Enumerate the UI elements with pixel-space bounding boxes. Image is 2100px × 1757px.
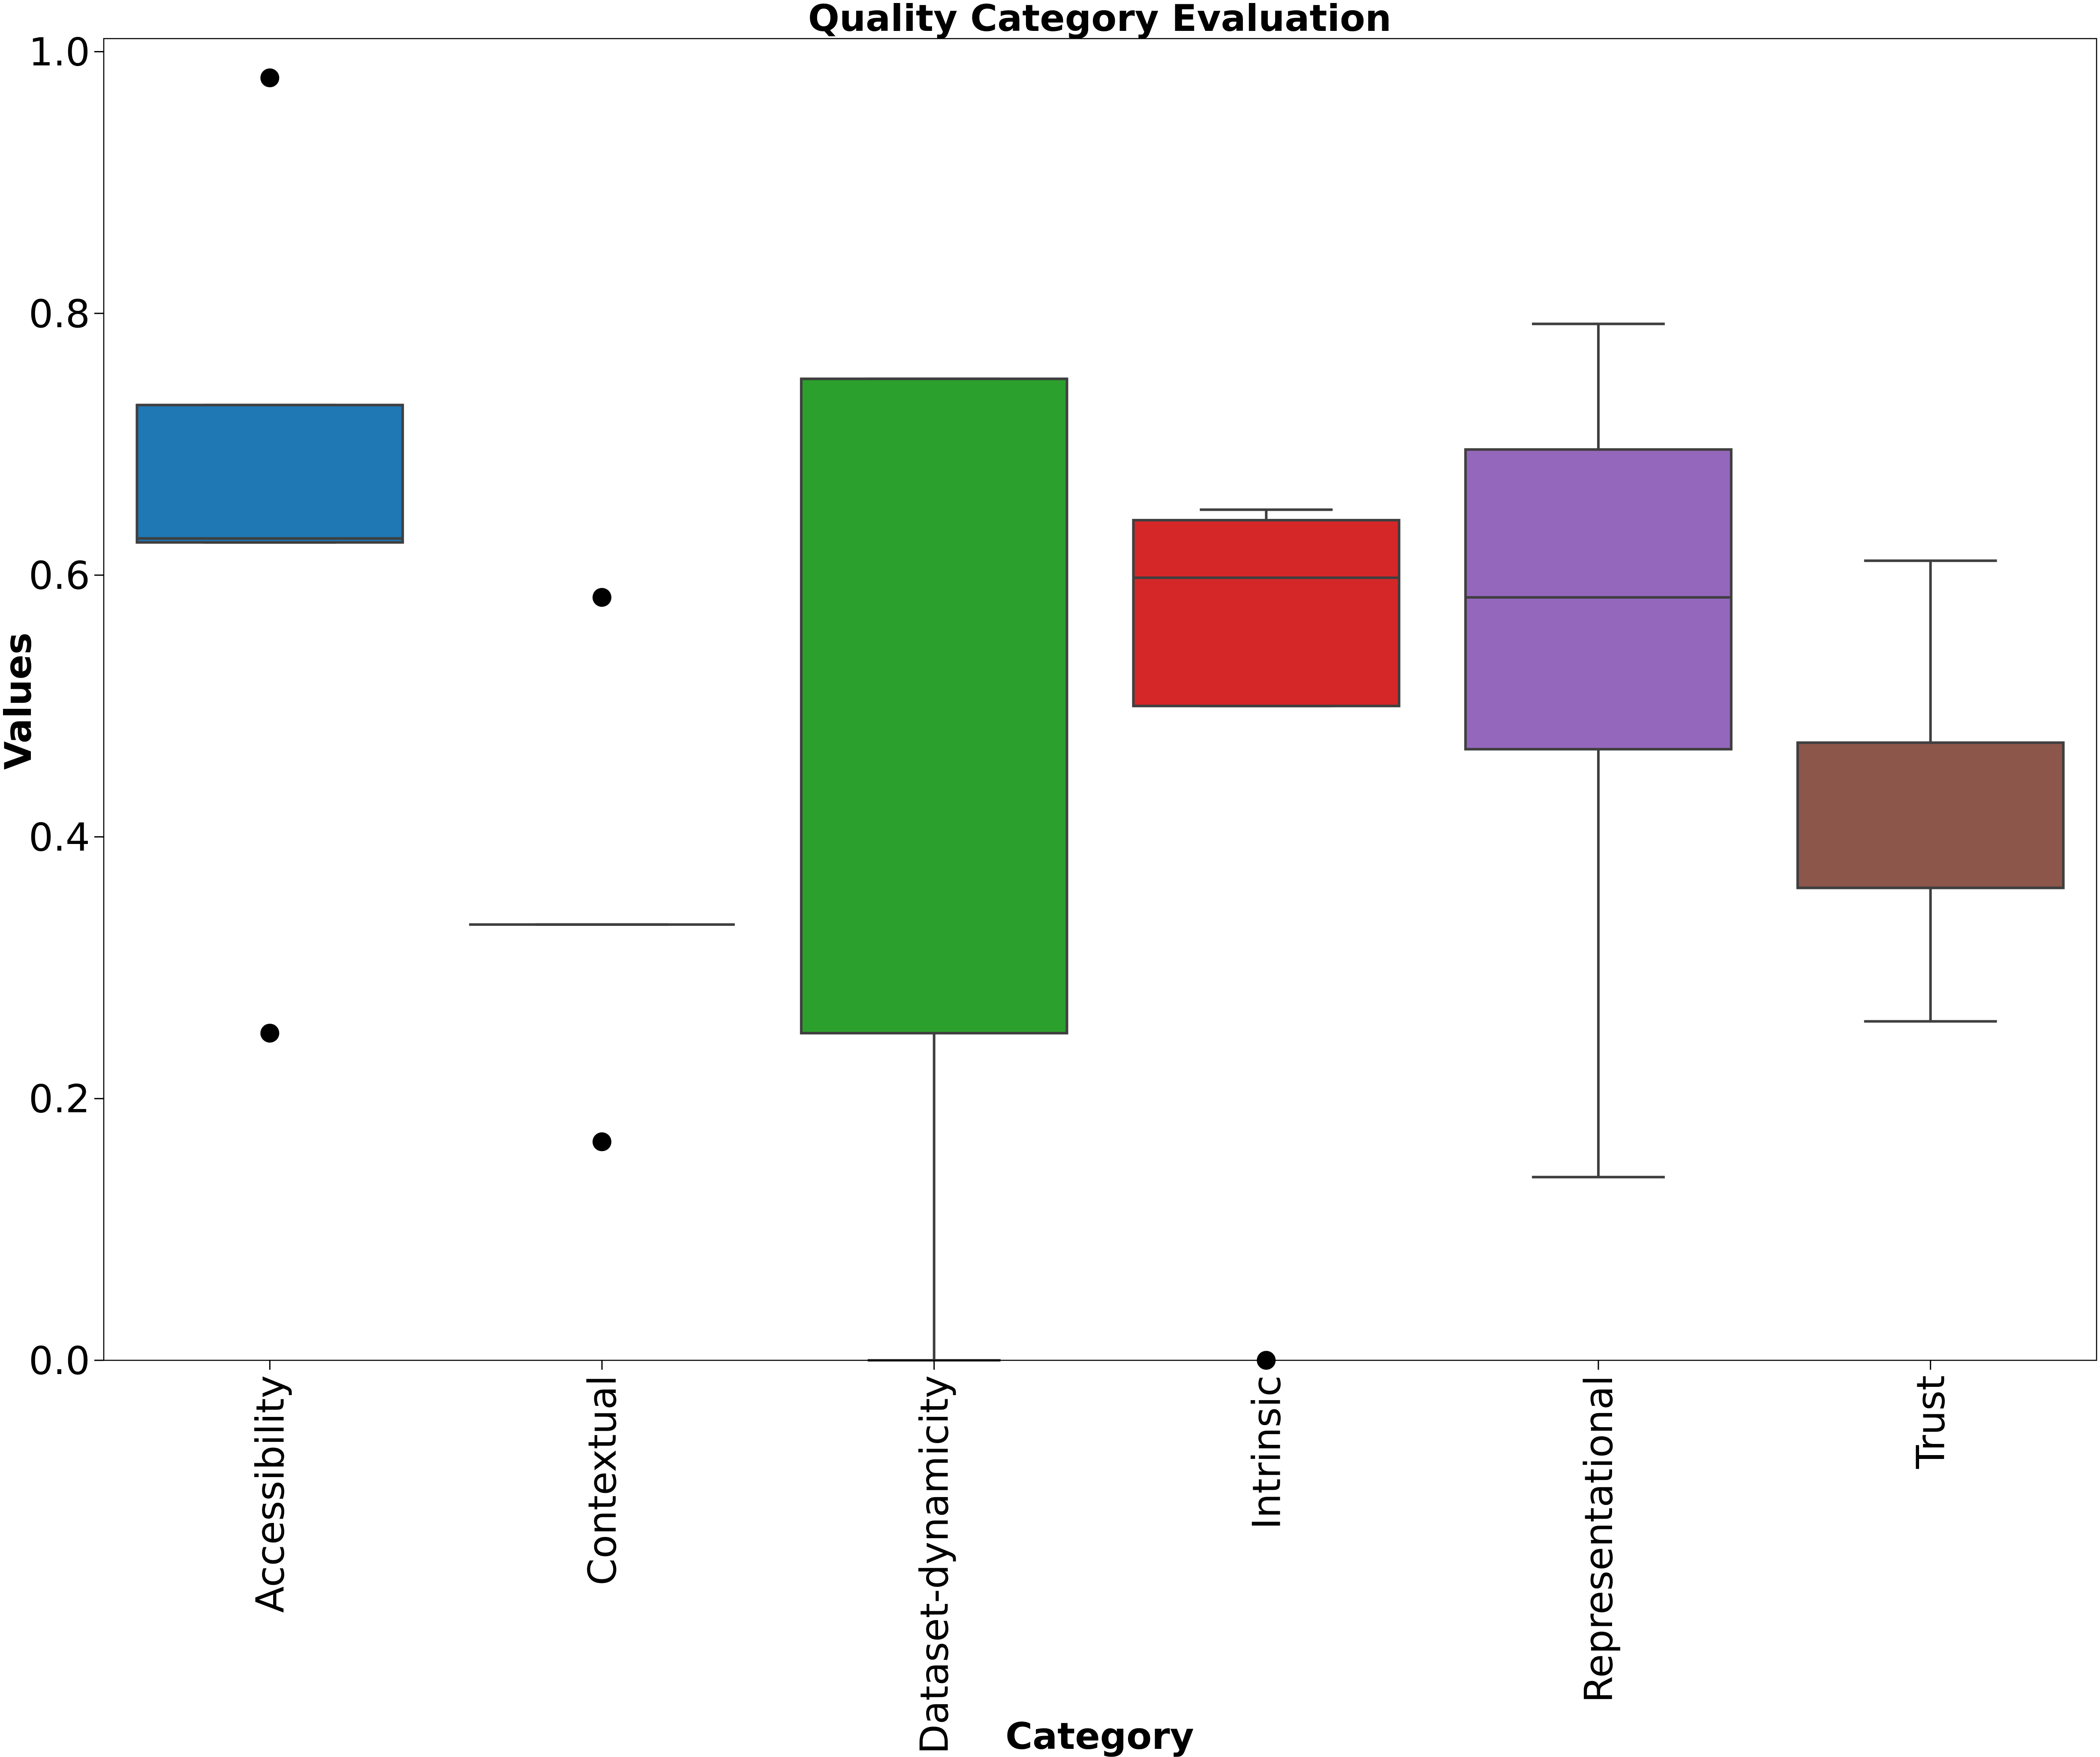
y-axis: 0.0 0.2 0.4 0.6 0.8 1.0	[29, 30, 104, 1383]
plot-frame	[103, 38, 2097, 1361]
box-body	[135, 404, 404, 544]
x-axis: Accessibility Contextual Dataset-dynamicit…	[248, 1360, 1954, 1754]
outlier-point	[260, 68, 280, 87]
y-tick-label: 0.8	[29, 292, 90, 337]
box-body	[1132, 518, 1401, 708]
y-tick-label: 0.6	[29, 553, 90, 598]
chart-title: Quality Category Evaluation	[808, 0, 1392, 40]
x-tick-label: Representational	[1577, 1375, 1622, 1703]
x-axis-label: Category	[1005, 1715, 1194, 1757]
y-axis-label: Values	[0, 633, 40, 770]
box-contextual	[469, 588, 735, 1151]
box-body	[1464, 448, 1733, 750]
box-trust	[1796, 559, 2065, 1023]
box-intrinsic	[1132, 508, 1401, 1370]
box-representational	[1464, 322, 1733, 1178]
box-body	[1796, 741, 2065, 889]
outlier-point	[593, 588, 611, 607]
box-accessibility	[135, 68, 404, 1043]
y-tick-label: 1.0	[29, 30, 90, 75]
box-dataset-dynamicity	[800, 377, 1068, 1362]
x-tick-label: Dataset-dynamicity	[912, 1375, 957, 1754]
x-tick-label: Trust	[1909, 1375, 1954, 1469]
x-tick-label: Contextual	[580, 1375, 625, 1585]
x-tick-label: Intrinsic	[1244, 1375, 1289, 1529]
y-tick-label: 0.2	[29, 1077, 90, 1122]
plot-area	[103, 38, 2097, 1370]
y-tick-label: 0.0	[29, 1338, 90, 1383]
y-tick-label: 0.4	[29, 815, 90, 860]
outlier-point	[260, 1024, 280, 1043]
outlier-point	[593, 1132, 611, 1151]
x-tick-label: Accessibility	[248, 1375, 293, 1613]
box-body	[800, 377, 1068, 1035]
